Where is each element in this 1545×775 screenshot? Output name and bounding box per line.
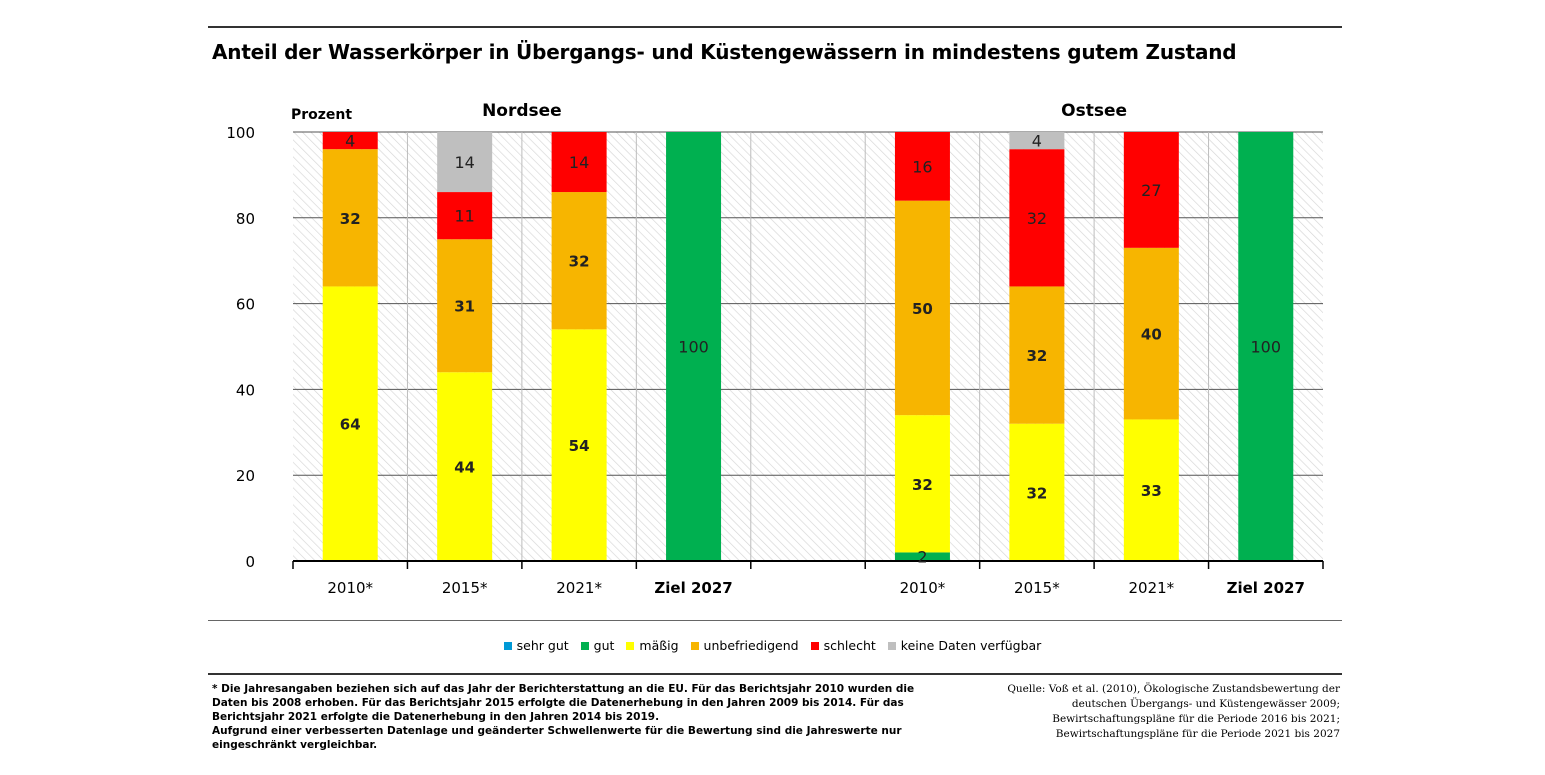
legend-swatch — [887, 642, 896, 650]
bar-segment — [1123, 132, 1179, 248]
data-label: 4 — [345, 132, 355, 151]
bar-segment — [437, 239, 493, 373]
bar-segment — [322, 149, 378, 287]
footnote-line-1: * Die Jahresangaben beziehen sich auf da… — [212, 683, 915, 723]
legend-swatch — [690, 642, 699, 650]
data-label: 32 — [1026, 347, 1047, 365]
top-rule — [208, 26, 1342, 28]
bar-segment — [1009, 132, 1065, 150]
data-label: 2 — [917, 548, 927, 567]
legend-item: schlecht — [810, 638, 876, 653]
bar-segment — [1009, 286, 1065, 424]
legend-item: mäßig — [626, 638, 679, 653]
data-label: 32 — [340, 210, 361, 228]
bar-segment — [894, 552, 950, 561]
data-label: 32 — [1027, 209, 1047, 228]
axes — [292, 560, 1324, 569]
x-tick-label: 2021* — [1128, 579, 1174, 597]
source-line-3: Bewirtschaftungspläne für die Periode 20… — [1052, 713, 1340, 725]
bar-segment — [551, 132, 607, 193]
legend-item: unbefriedigend — [690, 638, 799, 653]
x-tick-label: 2010* — [327, 579, 373, 597]
data-label: 100 — [1251, 338, 1282, 357]
data-label: 32 — [1026, 484, 1047, 502]
y-tick-label: 80 — [236, 210, 255, 228]
source-line-1: Quelle: Voß et al. (2010), Ökologische Z… — [1007, 683, 1340, 695]
bar-segment — [1009, 149, 1065, 287]
bar-segment — [1009, 423, 1065, 561]
x-tick-label: 2015* — [1014, 579, 1060, 597]
bar-segment — [894, 415, 950, 553]
data-label: 14 — [454, 153, 474, 172]
stacked-bar-chart: 0 20 40 60 80 100 Prozent Nordsee 2010* 64 32 4 2015… — [226, 101, 1324, 597]
bar-segment — [1238, 132, 1294, 561]
data-label: 40 — [1141, 326, 1162, 344]
group-title: Ostsee — [1061, 101, 1127, 121]
data-label: 100 — [678, 338, 709, 357]
data-label: 44 — [454, 459, 475, 477]
source-line-4: Bewirtschaftungspläne für die Periode 20… — [1055, 728, 1340, 740]
data-label: 11 — [454, 207, 474, 226]
legend-item: gut — [580, 638, 615, 653]
y-tick-label: 20 — [236, 467, 255, 485]
data-label: 50 — [912, 300, 933, 318]
source-note: Quelle: Voß et al. (2010), Ökologische Z… — [980, 682, 1340, 742]
legend-swatch — [503, 642, 512, 650]
x-tick-label: Ziel 2027 — [1227, 579, 1305, 597]
legend: sehr gut gut mäßig unbefriedigend schlecht ke… — [0, 638, 1545, 653]
x-tick-label: 2015* — [442, 579, 488, 597]
x-tick-label: 2010* — [900, 579, 946, 597]
data-label: 27 — [1141, 181, 1161, 200]
legend-label: mäßig — [639, 638, 679, 653]
bar-segment — [1123, 419, 1179, 561]
legend-item: keine Daten verfügbar — [887, 638, 1042, 653]
data-label: 33 — [1141, 482, 1162, 500]
legend-swatch — [626, 642, 635, 650]
legend-label: keine Daten verfügbar — [900, 638, 1042, 653]
legend-swatch — [810, 642, 819, 650]
footnote-rule — [208, 673, 1342, 675]
group-title: Nordsee — [482, 101, 562, 121]
labels: 0 20 40 60 80 100 Prozent Nordsee 2010* 64 32 4 2015… — [226, 101, 1305, 597]
data-label: 32 — [569, 253, 590, 271]
bar-segment — [894, 132, 950, 201]
bar-segment — [551, 329, 607, 561]
source-line-2: deutschen Übergangs- und Küstengewässer … — [1071, 698, 1340, 710]
legend-item: sehr gut — [503, 638, 569, 653]
bar-segment — [437, 132, 493, 193]
data-label: 54 — [569, 437, 590, 455]
data-label: 4 — [1032, 132, 1042, 151]
bar-segment — [437, 372, 493, 561]
y-axis-label: Prozent — [291, 107, 352, 123]
legend-swatch — [580, 642, 589, 650]
bar-segment — [551, 192, 607, 330]
y-tick-label: 0 — [245, 553, 255, 571]
bar-segment — [894, 200, 950, 416]
legend-top-rule — [208, 620, 1342, 621]
data-label: 14 — [569, 153, 589, 172]
bars — [322, 132, 1294, 561]
data-label: 16 — [912, 157, 932, 176]
bar-segment — [322, 132, 378, 150]
y-tick-label: 40 — [236, 381, 255, 399]
data-label: 32 — [912, 476, 933, 494]
x-tick-label: 2021* — [556, 579, 602, 597]
bar-segment — [437, 192, 493, 240]
chart-title: Anteil der Wasserkörper in Übergangs- un… — [212, 40, 1237, 64]
legend-label: sehr gut — [516, 638, 569, 653]
bar-segment — [666, 132, 722, 561]
legend-label: schlecht — [823, 638, 876, 653]
x-tick-label: Ziel 2027 — [654, 579, 732, 597]
legend-label: gut — [593, 638, 615, 653]
legend-label: unbefriedigend — [703, 638, 799, 653]
y-tick-label: 100 — [226, 124, 255, 142]
data-label: 31 — [454, 298, 475, 316]
bar-segment — [322, 286, 378, 561]
footnote: * Die Jahresangaben beziehen sich auf da… — [212, 682, 932, 752]
bar-segment — [1123, 247, 1179, 420]
data-label: 64 — [340, 416, 361, 434]
footnote-line-2: Aufgrund einer verbesserten Datenlage un… — [212, 725, 902, 751]
y-tick-label: 60 — [236, 296, 255, 314]
